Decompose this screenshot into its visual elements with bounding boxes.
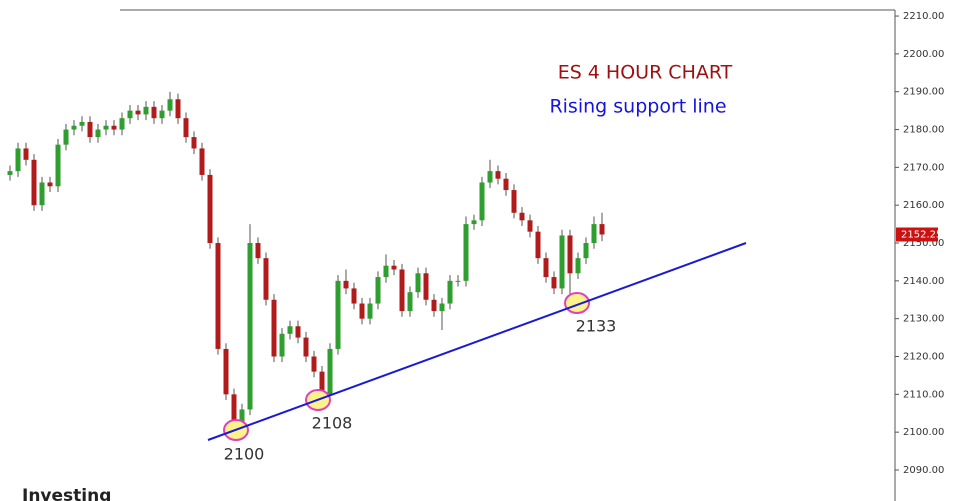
candle-body xyxy=(583,243,589,259)
candle-body xyxy=(535,231,541,259)
last-price-box xyxy=(896,227,938,242)
candle-body xyxy=(55,144,61,187)
candle-body xyxy=(303,337,309,357)
candle-body xyxy=(327,348,333,395)
candle-body xyxy=(319,371,325,395)
candle-body xyxy=(423,273,429,300)
candle-body xyxy=(87,121,93,138)
candle-body xyxy=(159,110,165,119)
candle-body xyxy=(175,99,181,119)
candle-body xyxy=(15,148,21,172)
y-tick-label: 2100.00 xyxy=(903,427,944,438)
candle-body xyxy=(295,326,301,338)
candle-body xyxy=(503,178,509,191)
annotation: 2133 xyxy=(576,317,617,336)
candle-body xyxy=(575,258,581,274)
candle-body xyxy=(455,280,461,282)
y-tick-label: 2170.00 xyxy=(903,162,944,173)
y-tick-label: 2190.00 xyxy=(903,87,944,98)
candle-body xyxy=(151,106,157,119)
annotation: 2108 xyxy=(312,414,353,433)
y-tick-label: 2180.00 xyxy=(903,125,944,136)
y-tick-label: 2210.00 xyxy=(903,11,944,22)
last-price-label: 2152.25 xyxy=(901,230,942,241)
candle-body xyxy=(223,348,229,395)
candle-body xyxy=(511,190,517,213)
candle-body xyxy=(471,220,477,225)
candle-body xyxy=(263,258,269,300)
candle-body xyxy=(191,137,197,149)
candle-body xyxy=(599,224,605,235)
candle-body xyxy=(567,235,573,274)
candle-body xyxy=(487,171,493,183)
candle-body xyxy=(399,269,405,312)
candle-body xyxy=(359,303,365,319)
candle-body xyxy=(79,121,85,126)
candle-body xyxy=(551,277,557,289)
y-tick-label: 2140.00 xyxy=(903,276,944,287)
candle-body xyxy=(199,148,205,175)
candle-body xyxy=(95,129,101,138)
candle-body xyxy=(479,182,485,221)
candle-body xyxy=(351,288,357,304)
candle-body xyxy=(71,125,77,130)
candle-body xyxy=(183,118,189,138)
candle-body xyxy=(383,265,389,278)
candle-body xyxy=(135,110,141,115)
candle-body xyxy=(127,110,133,119)
candle-body xyxy=(47,182,53,187)
candle-body xyxy=(231,394,237,429)
y-tick-label: 2090.00 xyxy=(903,465,944,476)
y-tick-label: 2120.00 xyxy=(903,351,944,362)
candle-body xyxy=(591,224,597,244)
candle-body xyxy=(39,182,45,206)
candle-body xyxy=(167,99,173,111)
candle-body xyxy=(391,265,397,270)
candle-body xyxy=(287,326,293,334)
candle-body xyxy=(7,171,13,175)
y-tick-label: 2160.00 xyxy=(903,200,944,211)
candle-body xyxy=(255,243,261,259)
y-tick-label: 2130.00 xyxy=(903,314,944,325)
chart-title: ES 4 HOUR CHART xyxy=(558,62,733,84)
candle-body xyxy=(415,273,421,293)
y-tick-label: 2150.00 xyxy=(903,238,944,249)
candle-body xyxy=(271,299,277,357)
y-tick-label: 2110.00 xyxy=(903,389,944,400)
candle-body xyxy=(375,277,381,304)
candle-body xyxy=(143,106,149,115)
candle-body xyxy=(311,356,317,372)
candle-body xyxy=(367,303,373,319)
candle-body xyxy=(447,280,453,304)
touch-marker xyxy=(564,292,590,314)
candle-body xyxy=(63,129,69,145)
candle-body xyxy=(543,258,549,278)
candle-body xyxy=(279,333,285,357)
annotation: 2100 xyxy=(224,445,265,464)
candle-body xyxy=(439,303,445,312)
candle-body xyxy=(247,243,253,410)
candle-body xyxy=(215,243,221,349)
candle-body xyxy=(335,280,341,349)
support-line xyxy=(207,242,747,441)
y-tick-label: 2200.00 xyxy=(903,49,944,60)
candle-body xyxy=(407,292,413,312)
candle-body xyxy=(23,148,29,160)
candle-body xyxy=(103,125,109,130)
candle-body xyxy=(519,212,525,221)
candle-body xyxy=(343,280,349,289)
candle-body xyxy=(31,159,37,206)
watermark: Investing xyxy=(22,486,111,501)
candle-body xyxy=(431,299,437,312)
candle-body xyxy=(495,171,501,179)
candle-body xyxy=(207,174,213,244)
candle-body xyxy=(239,409,245,429)
candle-body xyxy=(527,220,533,232)
chart-subtitle: Rising support line xyxy=(549,96,726,118)
candle-body xyxy=(111,125,117,130)
candle-body xyxy=(559,235,565,289)
candle-body xyxy=(463,224,469,281)
candle-body xyxy=(119,118,125,130)
